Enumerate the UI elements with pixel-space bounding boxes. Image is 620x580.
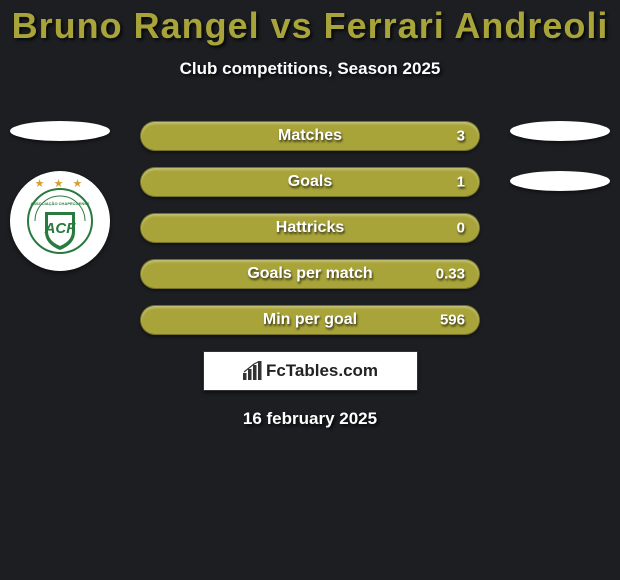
stat-value: 0 <box>457 220 465 237</box>
stat-value: 1 <box>457 174 465 191</box>
stat-value: 3 <box>457 128 465 145</box>
svg-text:ACF: ACF <box>44 220 77 237</box>
stat-value: 0.33 <box>436 266 465 283</box>
bars-icon <box>242 361 262 381</box>
stat-label: Goals per match <box>247 265 372 283</box>
stat-rows: Matches 3 Goals 1 Hattricks 0 Goals per … <box>140 121 480 335</box>
stat-bar-goals: Goals 1 <box>140 167 480 197</box>
brand-text: FcTables.com <box>266 361 378 381</box>
player-photo-placeholder-left <box>10 121 110 141</box>
right-column <box>510 121 610 221</box>
player-photo-placeholder-right <box>510 121 610 141</box>
stat-bar-hattricks: Hattricks 0 <box>140 213 480 243</box>
stat-label: Matches <box>278 127 342 145</box>
stat-bar-goals-per-match: Goals per match 0.33 <box>140 259 480 289</box>
page-subtitle: Club competitions, Season 2025 <box>0 59 620 79</box>
stat-value: 596 <box>440 312 465 329</box>
date-text: 16 february 2025 <box>0 409 620 429</box>
stat-label: Min per goal <box>263 311 357 329</box>
chapecoense-shield-icon: ASSOCIAÇÃO CHAPECOENSE ACF <box>27 188 93 258</box>
svg-text:ASSOCIAÇÃO CHAPECOENSE: ASSOCIAÇÃO CHAPECOENSE <box>30 201 89 206</box>
page-title: Bruno Rangel vs Ferrari Andreoli <box>0 5 620 47</box>
left-column: ★ ★ ★ ASSOCIAÇÃO CHAPECOENSE ACF <box>10 121 110 271</box>
stat-label: Goals <box>288 173 332 191</box>
stat-bar-matches: Matches 3 <box>140 121 480 151</box>
club-badge-placeholder-right <box>510 171 610 191</box>
club-badge-left: ★ ★ ★ ASSOCIAÇÃO CHAPECOENSE ACF <box>10 171 110 271</box>
brand-box[interactable]: FcTables.com <box>203 351 418 391</box>
main-content: ★ ★ ★ ASSOCIAÇÃO CHAPECOENSE ACF Ma <box>0 121 620 429</box>
stat-label: Hattricks <box>276 219 344 237</box>
stat-bar-min-per-goal: Min per goal 596 <box>140 305 480 335</box>
